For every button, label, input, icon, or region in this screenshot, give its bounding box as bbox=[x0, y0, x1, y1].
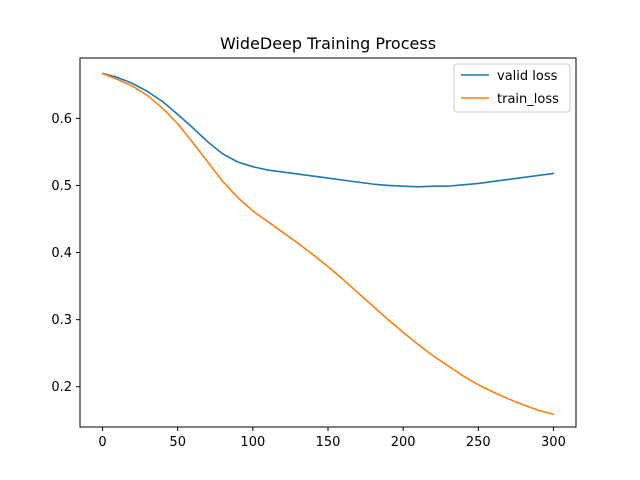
y-tick-label: 0.5 bbox=[51, 179, 72, 194]
legend-box bbox=[453, 63, 571, 113]
chart-title: WideDeep Training Process bbox=[220, 34, 436, 53]
axes-frame bbox=[79, 57, 577, 428]
legend: valid loss train_loss bbox=[453, 63, 571, 113]
series-layer bbox=[101, 72, 555, 416]
x-tick-label: 0 bbox=[98, 435, 106, 450]
legend-label-0: valid loss bbox=[497, 69, 558, 84]
x-tick-label: 200 bbox=[391, 435, 416, 450]
series-line-1 bbox=[101, 72, 555, 416]
series-line-0 bbox=[101, 72, 555, 188]
x-tick-label: 150 bbox=[316, 435, 341, 450]
x-tick-label: 300 bbox=[541, 435, 566, 450]
x-tick-label: 100 bbox=[240, 435, 265, 450]
y-tick-label: 0.3 bbox=[51, 313, 72, 328]
x-axis: 0 50 100 150 200 250 300 bbox=[98, 427, 566, 450]
x-tick-label: 50 bbox=[169, 435, 186, 450]
y-tick-label: 0.6 bbox=[51, 112, 72, 127]
y-axis: 0.2 0.3 0.4 0.5 0.6 bbox=[51, 112, 80, 395]
x-tick-label: 250 bbox=[466, 435, 491, 450]
y-tick-label: 0.2 bbox=[51, 380, 72, 395]
y-tick-label: 0.4 bbox=[51, 246, 72, 261]
legend-label-1: train_loss bbox=[497, 92, 559, 107]
